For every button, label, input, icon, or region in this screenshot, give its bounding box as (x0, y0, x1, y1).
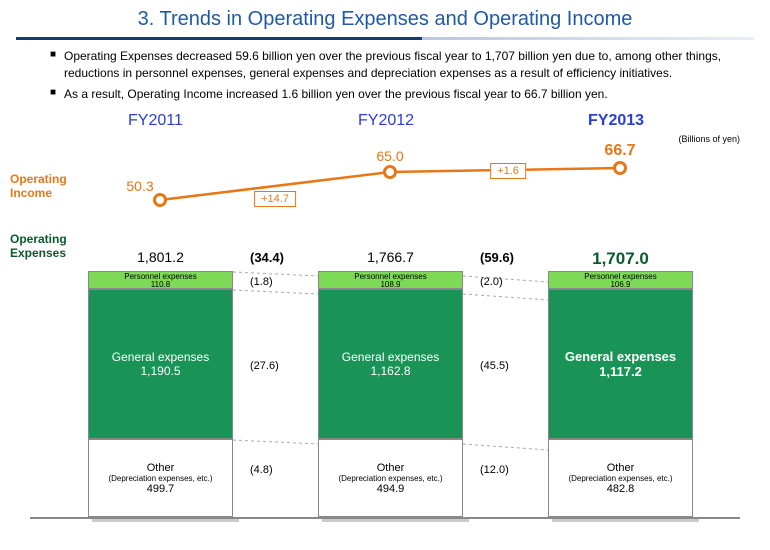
segment-other-2013: Other (Depreciation expenses, etc.) 482.… (548, 439, 693, 517)
income-marker-2011 (153, 193, 167, 207)
fy-label-2013: FY2013 (588, 112, 644, 130)
income-value-2013: 66.7 (604, 142, 635, 160)
operating-income-label: OperatingIncome (10, 172, 67, 200)
page-title: 3. Trends in Operating Expenses and Oper… (0, 0, 770, 37)
bar-total-2013: 1,707.0 (548, 249, 693, 269)
expense-bar-2012: 1,766.7 Personnel expenses 108.9 General… (318, 271, 463, 517)
segment-general-2012: General expenses 1,162.8 (318, 289, 463, 439)
segment-other-2011: Other (Depreciation expenses, etc.) 499.… (88, 439, 233, 517)
segment-personnel-2013: Personnel expenses 106.9 (548, 271, 693, 289)
income-value-2011: 50.3 (126, 178, 153, 194)
segment-personnel-2011: Personnel expenses 110.8 (88, 271, 233, 289)
fy-label-2012: FY2012 (358, 112, 414, 130)
title-underline (16, 37, 754, 40)
bullet-1: Operating Expenses decreased 59.6 billio… (50, 48, 730, 82)
units-label: (Billions of yen) (678, 134, 740, 144)
segment-general-2013: General expenses 1,117.2 (548, 289, 693, 439)
operating-expenses-label: OperatingExpenses (10, 232, 67, 260)
income-marker-2012 (383, 165, 397, 179)
segment-other-2012: Other (Depreciation expenses, etc.) 494.… (318, 439, 463, 517)
bullet-2: As a result, Operating Income increased … (50, 86, 730, 103)
segment-personnel-2012: Personnel expenses 108.9 (318, 271, 463, 289)
income-marker-2013 (613, 161, 627, 175)
bar-total-2011: 1,801.2 (88, 249, 233, 265)
expense-bar-2011: 1,801.2 Personnel expenses 110.8 General… (88, 271, 233, 517)
income-delta-2: +1.6 (490, 163, 526, 179)
bullet-list: Operating Expenses decreased 59.6 billio… (0, 48, 770, 112)
fy-label-2011: FY2011 (128, 112, 183, 130)
expense-bar-2013: 1,707.0 Personnel expenses 106.9 General… (548, 271, 693, 517)
segment-general-2011: General expenses 1,190.5 (88, 289, 233, 439)
baseline (30, 517, 740, 519)
income-value-2012: 65.0 (376, 148, 403, 164)
bar-total-2012: 1,766.7 (318, 249, 463, 265)
chart-area: FY2011 FY2012 FY2013 (Billions of yen) O… (0, 112, 770, 532)
income-delta-1: +14.7 (254, 191, 296, 207)
